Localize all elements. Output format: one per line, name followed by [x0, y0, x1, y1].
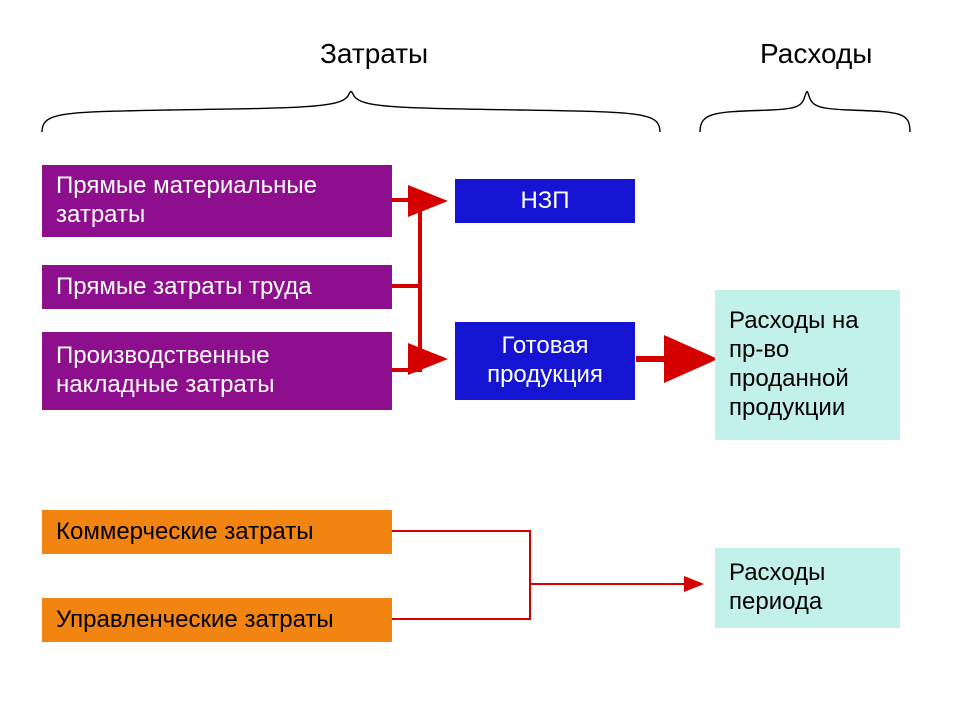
node-direct-materials: Прямые материальные затраты: [42, 165, 392, 237]
node-label: Коммерческие затраты: [56, 518, 314, 547]
node-label: Прямые затраты труда: [56, 273, 312, 302]
node-label: Прямые материальные затраты: [56, 172, 378, 230]
node-finished-goods: Готовая продукция: [455, 322, 635, 400]
node-cogs: Расходы на пр-во проданной продукции: [715, 290, 900, 440]
node-commercial-costs: Коммерческие затраты: [42, 510, 392, 554]
brace-expenses: [700, 92, 910, 133]
brace-costs: [42, 92, 660, 133]
node-label: Производственные накладные затраты: [56, 342, 378, 400]
node-label: НЗП: [520, 187, 569, 216]
node-overhead: Производственные накладные затраты: [42, 332, 392, 410]
arrows: [392, 200, 700, 619]
node-period-expenses: Расходы периода: [715, 548, 900, 628]
header-costs: Затраты: [320, 38, 428, 70]
node-admin-costs: Управленческие затраты: [42, 598, 392, 642]
node-wip: НЗП: [455, 179, 635, 223]
node-label: Расходы периода: [729, 559, 886, 617]
node-direct-labor: Прямые затраты труда: [42, 265, 392, 309]
node-label: Управленческие затраты: [56, 606, 334, 635]
node-label: Готовая продукция: [469, 332, 621, 390]
header-expenses: Расходы: [760, 38, 872, 70]
node-label: Расходы на пр-во проданной продукции: [729, 307, 886, 422]
